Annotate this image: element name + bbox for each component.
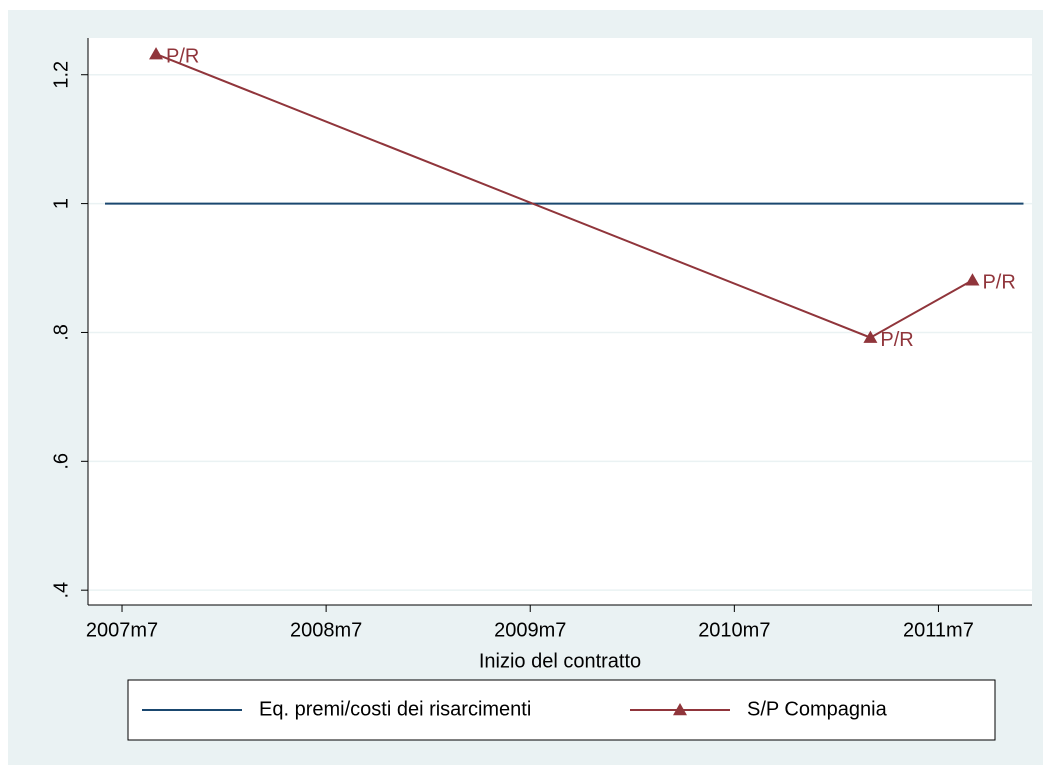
x-tick-label: 2009m7 [494,619,566,641]
x-axis-label: Inizio del contratto [479,650,641,672]
y-tick-label: 1.2 [50,61,72,89]
point-label: P/R [982,272,1015,294]
x-tick-label: 2007m7 [86,619,158,641]
plot-area [88,38,1032,605]
y-tick-label: .6 [50,453,72,470]
y-tick-label: 1 [50,198,72,209]
legend-marker [673,703,687,716]
legend-label: S/P Compagnia [747,698,888,720]
y-tick-label: .4 [50,582,72,599]
marker [965,273,980,286]
x-tick-label: 2010m7 [698,619,770,641]
x-tick-label: 2008m7 [290,619,362,641]
marker [149,47,164,60]
legend-label: Eq. premi/costi dei risarcimenti [259,698,531,720]
marker [863,330,878,343]
point-label: P/R [166,45,199,67]
point-label: P/R [880,329,913,351]
legend [127,679,996,741]
y-tick-label: .8 [50,324,72,341]
x-tick-label: 2011m7 [903,619,974,641]
